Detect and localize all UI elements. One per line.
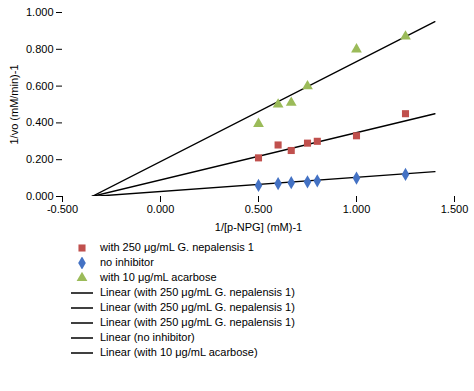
html-text:no inhibitor: no inhibitor bbox=[100, 256, 154, 268]
svg-text:0.000: 0.000 bbox=[147, 203, 175, 215]
svg-text:0.200: 0.200 bbox=[26, 153, 54, 165]
svg-text:0.600: 0.600 bbox=[26, 80, 54, 92]
svg-text:0.800: 0.800 bbox=[26, 43, 54, 55]
html-text:Linear (with 250 μg/mL G. nepa: Linear (with 250 μg/mL G. nepalensis 1) bbox=[100, 316, 295, 328]
svg-text:-0.500: -0.500 bbox=[47, 203, 78, 215]
html-text:with 10 μg/mL acarbose: with 10 μg/mL acarbose bbox=[100, 271, 217, 283]
svg-text:0.500: 0.500 bbox=[245, 203, 273, 215]
svg-text:1/vo (mM/min)-1: 1/vo (mM/min)-1 bbox=[8, 64, 20, 144]
svg-text:1.000: 1.000 bbox=[343, 203, 371, 215]
svg-text:0.400: 0.400 bbox=[26, 116, 54, 128]
html-text:Linear (with 10 μg/mL acarbose: Linear (with 10 μg/mL acarbose) bbox=[100, 346, 258, 358]
svg-text:1.500: 1.500 bbox=[441, 203, 469, 215]
html-text:Linear (with 250 μg/mL G. nepa: Linear (with 250 μg/mL G. nepalensis 1) bbox=[100, 301, 295, 313]
html-text:with 250 μg/mL G. nepalensis 1: with 250 μg/mL G. nepalensis 1 bbox=[100, 241, 254, 253]
svg-text:0.000: 0.000 bbox=[26, 190, 54, 202]
svg-text:1.000: 1.000 bbox=[26, 6, 54, 18]
html-text:Linear (no inhibitor): Linear (no inhibitor) bbox=[100, 331, 195, 343]
html-text:Linear (with 250 μg/mL G. nepa: Linear (with 250 μg/mL G. nepalensis 1) bbox=[100, 286, 295, 298]
svg-text:1/[p-NPG] (mM)-1: 1/[p-NPG] (mM)-1 bbox=[215, 221, 302, 233]
